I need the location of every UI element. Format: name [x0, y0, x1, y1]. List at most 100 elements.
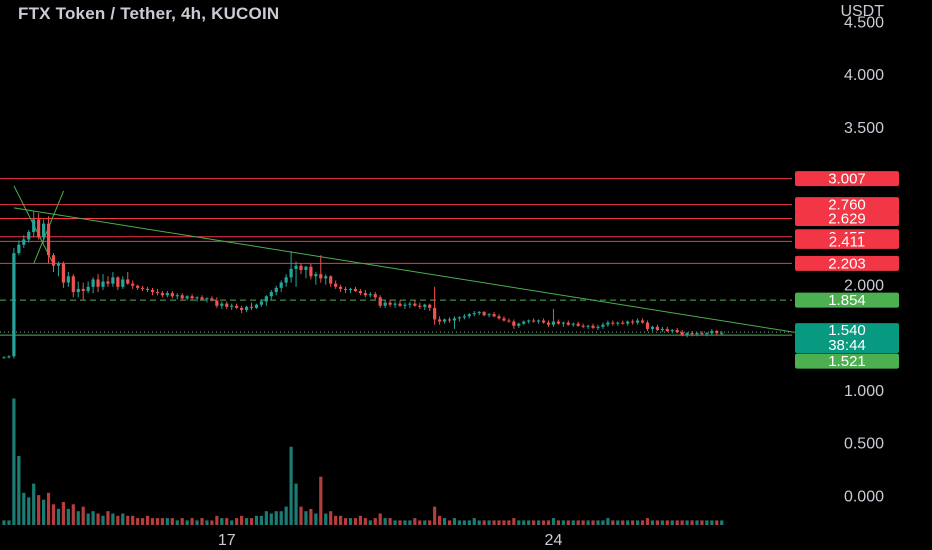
volume-bar [423, 520, 427, 525]
volume-bar [339, 515, 343, 525]
volume-bar [462, 520, 466, 525]
volume-bar [378, 513, 382, 525]
volume-bar [343, 518, 348, 525]
candle-body [512, 321, 516, 326]
candle-body [7, 356, 11, 358]
candle-body [556, 321, 560, 324]
candle-body [145, 288, 150, 290]
volume-bar [289, 446, 293, 525]
countdown-badge: 38:44 [828, 337, 866, 354]
candle-body [324, 276, 328, 279]
candle-body [606, 322, 610, 325]
volume-bar [22, 492, 26, 525]
candle-body [650, 326, 655, 329]
volume-bar [546, 520, 551, 525]
volume-bar [81, 506, 85, 525]
volume-bar [665, 520, 669, 525]
volume-bar [51, 504, 56, 525]
candle-body [660, 328, 664, 330]
candle-body [86, 286, 90, 292]
volume-bar [91, 511, 95, 525]
level-badge-bg [795, 210, 899, 226]
volume-bar [596, 520, 600, 525]
candle-body [155, 292, 160, 294]
volume-bar [264, 511, 268, 525]
volume-bar [240, 515, 244, 525]
volume-bar [636, 520, 640, 525]
candle-body [675, 329, 679, 333]
volume-bar [353, 518, 358, 525]
volume-bar [447, 520, 452, 525]
volume-bar [314, 513, 318, 525]
candle-body [240, 307, 244, 310]
volume-bar [675, 520, 679, 525]
volume-bar [457, 520, 461, 525]
volume-bar [502, 520, 506, 525]
candle-body [91, 279, 95, 287]
candle-body [423, 304, 427, 307]
volume-bar [532, 520, 536, 525]
candle-body [358, 291, 362, 294]
level-badge-bg [795, 233, 899, 249]
volume-bar [626, 520, 630, 525]
volume-bar [12, 398, 16, 525]
volume-bar [358, 515, 362, 525]
volume-bar [408, 520, 412, 525]
candle-body [339, 286, 343, 289]
volume-bar [46, 492, 51, 525]
volume-bar [393, 520, 397, 525]
volume-bar [145, 515, 150, 525]
volume-bar [512, 518, 516, 525]
volume-bar [37, 495, 41, 525]
volume-bar [279, 511, 283, 525]
volume-bar [259, 515, 263, 525]
volume-bar [492, 520, 496, 525]
volume-bar [655, 520, 659, 525]
last-level-badge: 1.521 [828, 353, 866, 370]
volume-bar [170, 518, 174, 525]
volume-bar [136, 518, 140, 525]
volume-bar [230, 520, 234, 525]
candle-body [472, 313, 476, 315]
volume-bar [477, 520, 481, 525]
candle-body [522, 321, 526, 324]
level-badge: 3.007 [828, 171, 866, 188]
candle-body [551, 321, 556, 325]
volume-bar [86, 513, 90, 525]
candle-body [655, 326, 659, 330]
volume-bar [254, 515, 259, 525]
level-badge-bg [795, 255, 899, 271]
candle-body [611, 322, 615, 324]
volume-bar [215, 515, 219, 525]
price-axis-tick: 1.000 [844, 383, 884, 400]
candle-body [413, 303, 417, 306]
volume-bar [106, 511, 110, 525]
candle-body [546, 322, 551, 325]
volume-bar [551, 518, 556, 525]
candle-body [621, 322, 625, 324]
candle-body [477, 312, 481, 314]
volume-bar [517, 520, 521, 525]
candle-body [482, 312, 486, 316]
volume-bar [507, 520, 511, 525]
volume-bar [487, 520, 491, 525]
volume-bar [299, 506, 303, 525]
candle-body [220, 303, 224, 306]
candle-body [457, 317, 461, 319]
volume-bar [324, 513, 328, 525]
candle-body [121, 279, 125, 287]
level-badge: 2.411 [829, 233, 865, 250]
candle-body [314, 274, 318, 277]
volume-bar [235, 518, 239, 525]
volume-bar [482, 520, 486, 525]
volume-bar [141, 518, 145, 525]
candle-body [334, 283, 338, 287]
volume-bar [155, 518, 160, 525]
candle-body [680, 332, 684, 336]
volume-bar [581, 520, 585, 525]
candle-body [383, 302, 387, 306]
candle-body [150, 289, 155, 293]
candle-body [190, 296, 194, 299]
dashed-level-badge-bg [795, 292, 899, 308]
